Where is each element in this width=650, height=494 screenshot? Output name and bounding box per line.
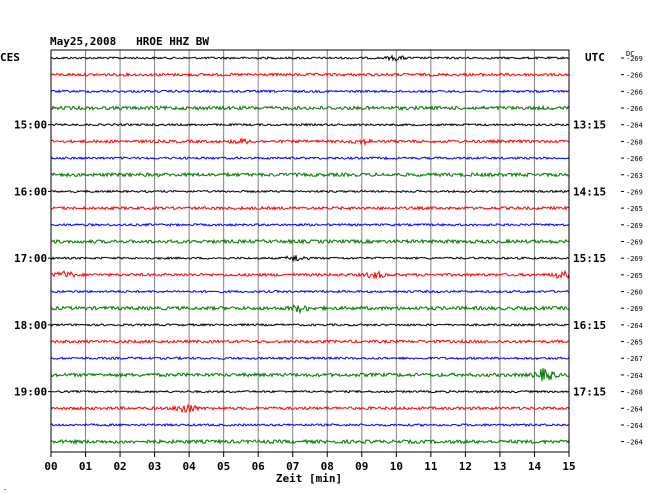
left-hour-label: 16:00: [14, 185, 47, 198]
seismic-trace: [50, 338, 570, 345]
right-hour-label: 13:15: [573, 119, 606, 132]
x-tick-label: 05: [217, 460, 230, 473]
dc-header-label: DC: [626, 50, 634, 58]
dc-offset-value: -264: [626, 439, 643, 447]
dc-offset-value: -268: [626, 138, 643, 146]
x-axis-label: Zeit [min]: [276, 472, 342, 485]
chart-title: May25,2008 HROE HHZ BW: [50, 35, 209, 48]
seismic-trace: [50, 122, 570, 127]
seismic-trace: [50, 104, 570, 112]
x-tick-label: 08: [321, 460, 334, 473]
seismic-trace: [50, 54, 570, 62]
plot-frame: [50, 49, 570, 453]
seismic-trace: [50, 171, 570, 178]
x-tick-label: 02: [113, 460, 126, 473]
seismic-trace: [50, 403, 570, 414]
right-hour-label: 15:15: [573, 252, 606, 265]
dc-offset-value: -266: [626, 72, 643, 80]
dc-offset-value: -264: [626, 405, 643, 413]
seismic-trace: [50, 289, 570, 294]
x-tick-label: 01: [79, 460, 93, 473]
seismic-trace: [50, 137, 570, 147]
seismic-trace: [50, 269, 570, 280]
x-tick-label: 00: [44, 460, 57, 473]
seismic-trace: [50, 205, 570, 211]
seismic-trace: [50, 322, 570, 327]
label-group: -269 -266 -266 -266 -264 -268 -266 -263 -269 -265…: [14, 55, 643, 447]
dc-offset-value: -266: [626, 105, 643, 113]
right-hour-label: 14:15: [573, 185, 606, 198]
dc-offset-value: -265: [626, 339, 643, 347]
seismic-trace: [50, 422, 570, 428]
dc-offset-value: -266: [626, 155, 643, 163]
dc-offset-value: -264: [626, 122, 643, 130]
seismic-trace: [50, 89, 570, 94]
dc-offset-value: -265: [626, 272, 643, 280]
corner-mark: .: [3, 484, 7, 492]
x-tick-label: 14: [528, 460, 542, 473]
seismic-trace: [50, 355, 570, 361]
dc-offset-value: -264: [626, 372, 643, 380]
x-tick-label: 13: [493, 460, 506, 473]
minute-grid: 00 01 02 03 04 05 06 07 08 09 10 11 12 13 14 15: [44, 50, 576, 473]
seismic-trace: [50, 71, 570, 78]
x-tick-label: 06: [252, 460, 266, 473]
dc-offset-value: -269: [626, 238, 643, 246]
seismic-trace: [50, 389, 570, 394]
dc-offset-value: -269: [626, 305, 643, 313]
dc-offset-value: -267: [626, 355, 643, 363]
dc-offset-value: -269: [626, 55, 643, 63]
left-timezone-label: CES: [0, 51, 20, 64]
dc-offset-value: -265: [626, 205, 643, 213]
dc-offset-value: -269: [626, 255, 643, 263]
seismic-trace: [50, 438, 570, 445]
dc-offset-value: -269: [626, 188, 643, 196]
right-timezone-label: UTC: [585, 51, 605, 64]
dc-offset-value: -268: [626, 389, 643, 397]
dc-offset-value: -263: [626, 172, 643, 180]
seismic-trace: [50, 238, 570, 245]
seismic-trace: [50, 189, 570, 194]
seismic-trace: [50, 222, 570, 227]
x-tick-label: 07: [286, 460, 299, 473]
x-tick-label: 15: [562, 460, 575, 473]
dc-offset-value: -269: [626, 222, 643, 230]
dc-offset-value: -266: [626, 88, 643, 96]
left-hour-label: 19:00: [14, 386, 47, 399]
right-hour-label: 17:15: [573, 386, 606, 399]
left-hour-label: 18:00: [14, 319, 47, 332]
left-hour-label: 15:00: [14, 119, 47, 132]
right-hour-label: 16:15: [573, 319, 606, 332]
x-tick-label: 12: [459, 460, 472, 473]
x-tick-label: 04: [183, 460, 197, 473]
x-tick-label: 10: [390, 460, 403, 473]
x-tick-label: 03: [148, 460, 161, 473]
seismic-trace: [50, 254, 570, 263]
dc-offset-value: -260: [626, 289, 643, 297]
left-hour-label: 17:00: [14, 252, 47, 265]
seismic-trace: [50, 155, 570, 161]
seismic-trace: [50, 368, 570, 382]
seismic-trace: [50, 304, 570, 315]
dc-offset-value: -264: [626, 322, 643, 330]
dc-offset-value: -264: [626, 422, 643, 430]
trace-group: [50, 54, 570, 445]
x-tick-label: 09: [355, 460, 368, 473]
x-tick-label: 11: [424, 460, 438, 473]
